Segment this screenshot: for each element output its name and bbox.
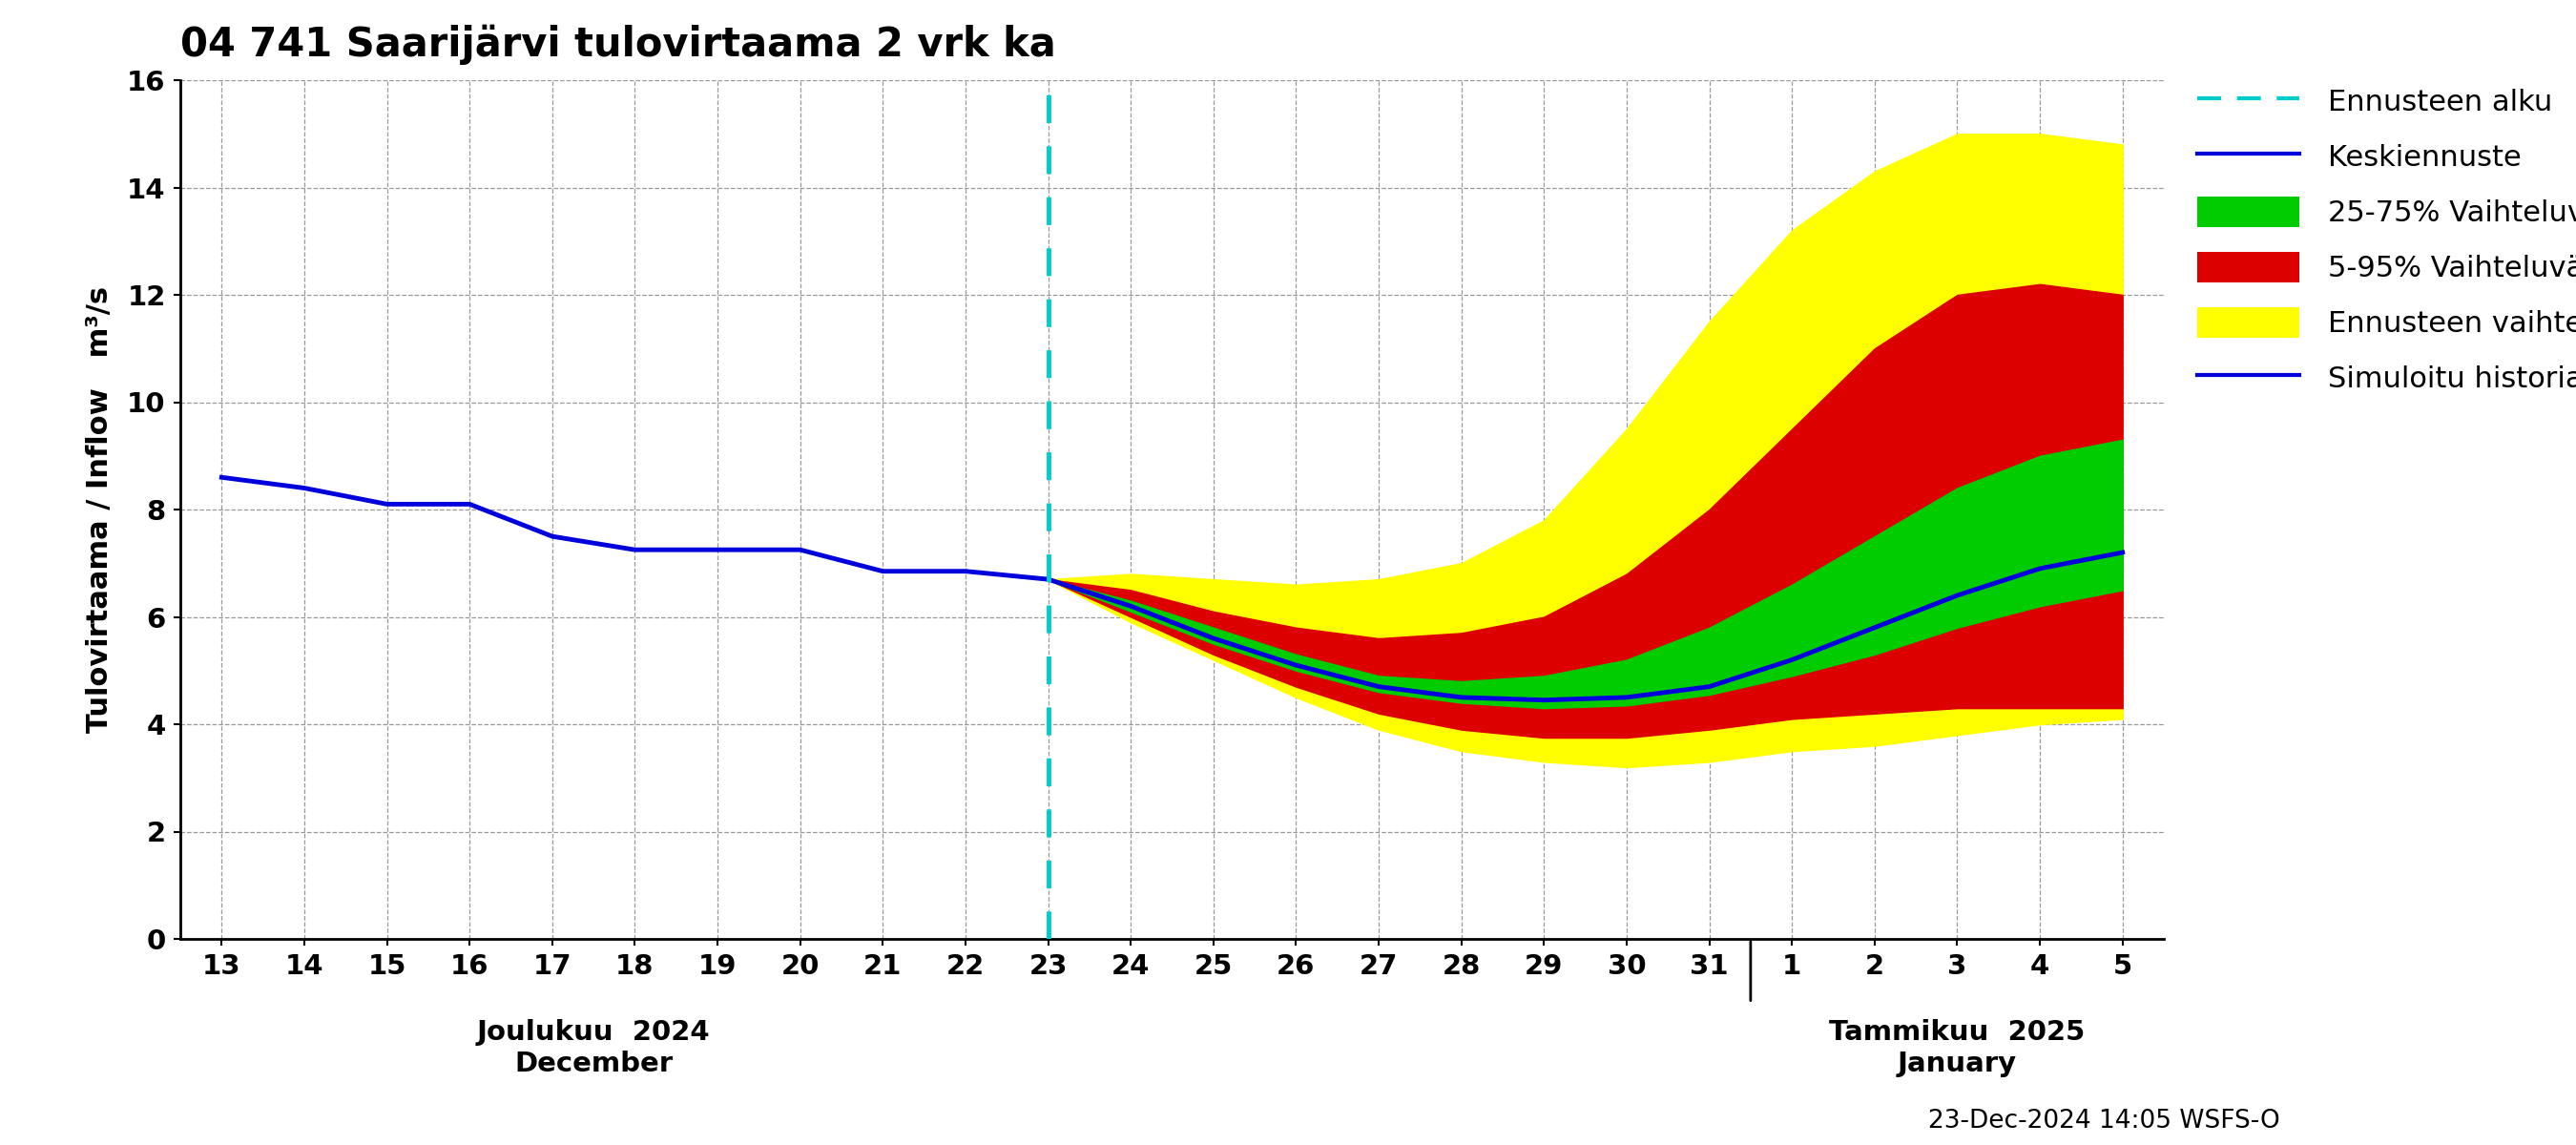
Text: 04 741 Saarijärvi tulovirtaama 2 vrk ka: 04 741 Saarijärvi tulovirtaama 2 vrk ka	[180, 24, 1056, 65]
Legend: Ennusteen alku, Keskiennuste, 25-75% Vaihteluväli, 5-95% Vaihteluväli, Ennusteen: Ennusteen alku, Keskiennuste, 25-75% Vai…	[2190, 78, 2576, 402]
Text: 23-Dec-2024 14:05 WSFS-O: 23-Dec-2024 14:05 WSFS-O	[1927, 1108, 2280, 1134]
Text: Joulukuu  2024
December: Joulukuu 2024 December	[477, 1019, 711, 1077]
Text: Tammikuu  2025
January: Tammikuu 2025 January	[1829, 1019, 2084, 1077]
Y-axis label: Tulovirtaama / Inflow   m³/s: Tulovirtaama / Inflow m³/s	[85, 286, 113, 733]
